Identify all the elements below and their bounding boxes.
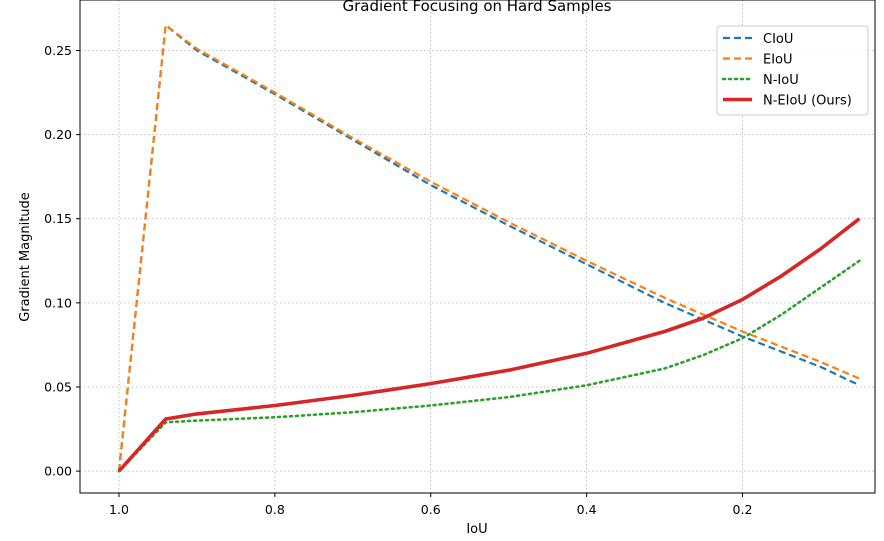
x-axis-label: IoU (466, 522, 487, 537)
legend: CIoU EIoU N-IoU N-EIoU (Ours) (716, 25, 869, 116)
chart-title: Gradient Focusing on Hard Samples (342, 0, 611, 15)
legend-label: N-EIoU (Ours) (763, 94, 852, 109)
plot-frame (79, 0, 876, 494)
series-lines (117, 24, 861, 473)
y-tick-label: 0.15 (44, 211, 72, 226)
grid (80, 0, 875, 493)
legend-label: CIoU (763, 32, 793, 47)
x-tick-label: 0.4 (577, 502, 597, 517)
x-tick-label: 1.0 (109, 502, 129, 517)
series-line-2 (117, 259, 861, 473)
x-tick-label: 0.6 (421, 502, 441, 517)
x-tick-label: 0.2 (733, 502, 753, 517)
y-tick-label: 0.05 (44, 379, 72, 394)
y-tick-label: 0.00 (44, 464, 72, 479)
x-tick-label: 0.8 (265, 502, 285, 517)
y-axis-label: Gradient Magnitude (18, 192, 33, 322)
legend-label: EIoU (763, 53, 793, 68)
legend-box (716, 25, 869, 116)
axis-ticks: 1.0 0.8 0.6 0.4 0.2 0.00 0.05 0.10 0.15 0.20 0.25 (44, 43, 752, 517)
series-line-3 (117, 217, 861, 473)
legend-label: N-IoU (763, 73, 799, 88)
y-tick-label: 0.20 (44, 127, 72, 142)
y-tick-label: 0.10 (44, 295, 72, 310)
y-tick-label: 0.25 (44, 43, 72, 58)
series-line-1 (117, 24, 860, 472)
